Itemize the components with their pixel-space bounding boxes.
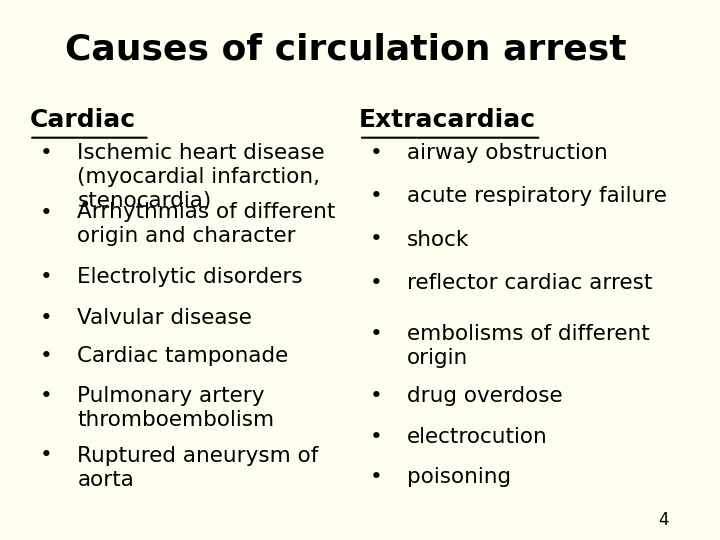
Text: •: • <box>370 273 382 293</box>
Text: •: • <box>40 446 53 465</box>
Text: Ruptured aneurysm of
aorta: Ruptured aneurysm of aorta <box>77 446 319 489</box>
Text: •: • <box>370 143 382 163</box>
Text: •: • <box>40 202 53 222</box>
Text: •: • <box>40 143 53 163</box>
Text: airway obstruction: airway obstruction <box>408 143 608 163</box>
Text: •: • <box>40 346 53 366</box>
Text: •: • <box>370 427 382 447</box>
Text: electrocution: electrocution <box>408 427 548 447</box>
Text: Causes of circulation arrest: Causes of circulation arrest <box>65 32 626 66</box>
Text: •: • <box>40 308 53 328</box>
Text: Pulmonary artery
thromboembolism: Pulmonary artery thromboembolism <box>77 386 274 430</box>
Text: Extracardiac: Extracardiac <box>359 108 536 132</box>
Text: Cardiac: Cardiac <box>30 108 135 132</box>
Text: 4: 4 <box>658 511 668 529</box>
Text: Valvular disease: Valvular disease <box>77 308 252 328</box>
Text: poisoning: poisoning <box>408 467 511 487</box>
Text: •: • <box>370 324 382 344</box>
Text: Electrolytic disorders: Electrolytic disorders <box>77 267 303 287</box>
Text: embolisms of different
origin: embolisms of different origin <box>408 324 650 368</box>
Text: acute respiratory failure: acute respiratory failure <box>408 186 667 206</box>
Text: Cardiac tamponade: Cardiac tamponade <box>77 346 289 366</box>
Text: •: • <box>370 467 382 487</box>
Text: •: • <box>40 267 53 287</box>
Text: shock: shock <box>408 230 469 249</box>
Text: drug overdose: drug overdose <box>408 386 563 406</box>
Text: •: • <box>370 186 382 206</box>
Text: •: • <box>40 386 53 406</box>
Text: •: • <box>370 386 382 406</box>
Text: Arrhythmias of different
origin and character: Arrhythmias of different origin and char… <box>77 202 336 246</box>
Text: •: • <box>370 230 382 249</box>
Text: Ischemic heart disease
(myocardial infarction,
stenocardia): Ischemic heart disease (myocardial infar… <box>77 143 325 211</box>
Text: reflector cardiac arrest: reflector cardiac arrest <box>408 273 652 293</box>
